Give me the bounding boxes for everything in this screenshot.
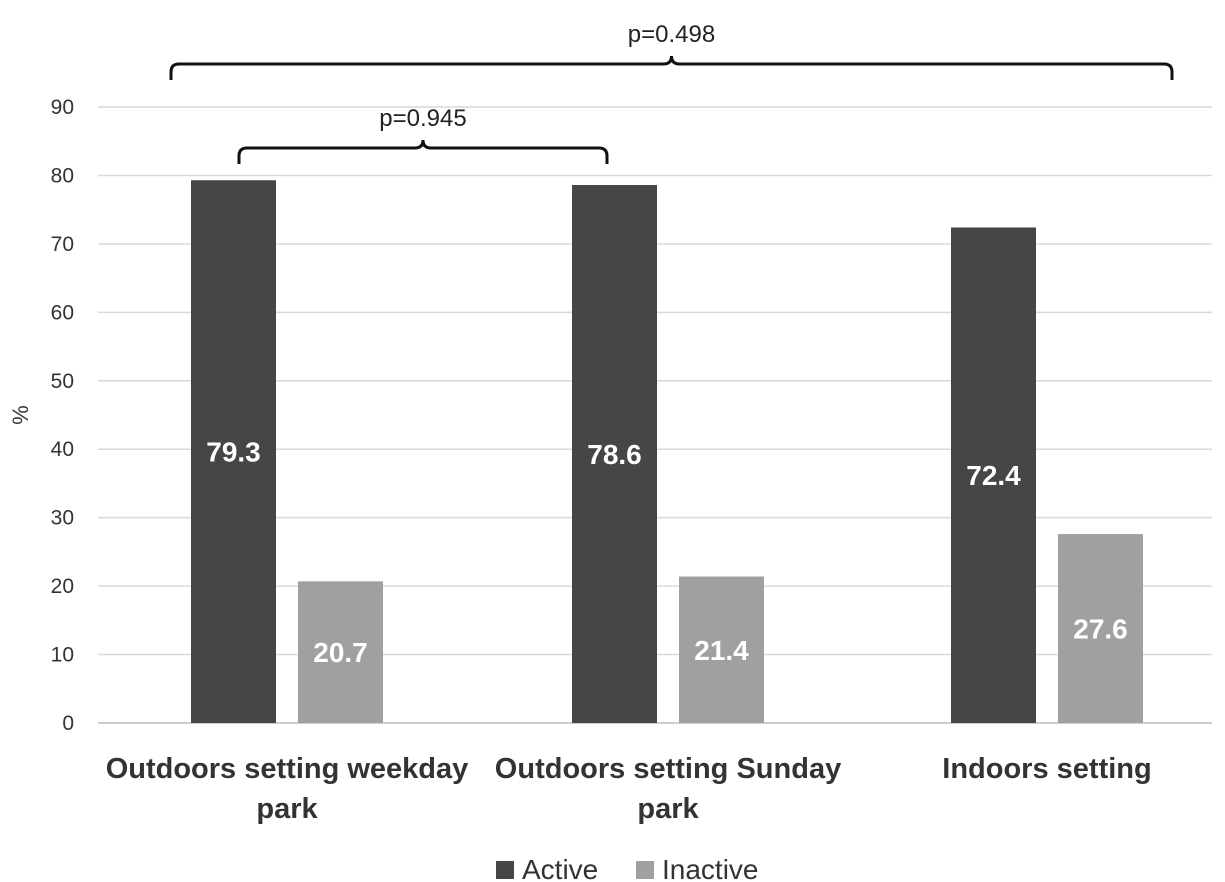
- p-value-label: p=0.945: [379, 105, 466, 132]
- data-label-active-2: 72.4: [966, 460, 1021, 491]
- bar-active-1: [572, 185, 657, 723]
- significance-bracket: [237, 139, 609, 164]
- significance-bracket: [169, 55, 1174, 80]
- y-axis-label: %: [8, 405, 33, 425]
- bar-inactive-0: [298, 581, 383, 723]
- y-tick-label: 0: [62, 712, 74, 735]
- x-category-line: Outdoors setting Sunday: [495, 753, 841, 785]
- y-axis-ticks: 0 10 20 30 40 50 60 70 80 90: [51, 96, 74, 735]
- bars: [191, 180, 1143, 724]
- bar-active-0: [191, 180, 276, 724]
- bar-active-2: [951, 227, 1036, 723]
- x-category-line: park: [637, 793, 699, 825]
- x-category-label: Outdoors setting weekday park: [106, 753, 469, 825]
- x-category-line: Indoors setting: [942, 753, 1151, 785]
- x-category-line: park: [256, 793, 318, 825]
- legend-label-inactive: Inactive: [662, 854, 759, 882]
- y-tick-label: 60: [51, 301, 74, 324]
- x-category-label: Outdoors setting Sunday park: [495, 753, 841, 825]
- y-tick-label: 40: [51, 438, 74, 461]
- p-value-label: p=0.498: [628, 21, 715, 48]
- data-label-active-0: 79.3: [206, 437, 261, 468]
- x-category-line: Outdoors setting weekday: [106, 753, 469, 785]
- data-label-inactive-0: 20.7: [313, 637, 368, 668]
- data-label-inactive-2: 27.6: [1073, 614, 1128, 645]
- legend-swatch-inactive: [636, 861, 654, 879]
- bar-inactive-2: [1058, 534, 1143, 723]
- data-label-inactive-1: 21.4: [694, 635, 749, 666]
- y-tick-label: 10: [51, 644, 74, 667]
- bar-inactive-1: [679, 576, 764, 723]
- y-tick-label: 20: [51, 575, 74, 598]
- data-labels: 79.3 78.6 72.4 20.7 21.4 27.6: [206, 437, 1128, 669]
- legend-label-active: Active: [522, 854, 598, 882]
- x-category-label: Indoors setting: [942, 753, 1151, 785]
- legend-swatch-active: [496, 861, 514, 879]
- legend: Active Inactive: [496, 854, 759, 882]
- y-tick-label: 70: [51, 233, 74, 256]
- y-tick-label: 80: [51, 164, 74, 187]
- significance-brackets: p=0.945 p=0.498: [169, 21, 1174, 164]
- y-tick-label: 50: [51, 370, 74, 393]
- data-label-active-1: 78.6: [587, 439, 642, 470]
- y-tick-label: 30: [51, 507, 74, 530]
- y-tick-label: 90: [51, 96, 74, 119]
